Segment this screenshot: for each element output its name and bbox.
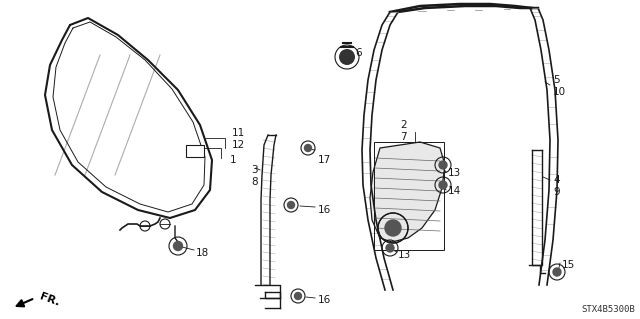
Text: 13: 13 — [398, 250, 412, 260]
Circle shape — [287, 202, 294, 209]
Text: 18: 18 — [196, 248, 209, 258]
Text: 5: 5 — [553, 75, 559, 85]
FancyBboxPatch shape — [186, 145, 204, 157]
Text: 1: 1 — [230, 155, 237, 165]
Text: 2: 2 — [400, 120, 406, 130]
Circle shape — [339, 49, 355, 65]
Text: 8: 8 — [252, 177, 258, 187]
Text: STX4B5300B: STX4B5300B — [581, 305, 635, 314]
Text: 4: 4 — [553, 175, 559, 185]
Text: 9: 9 — [553, 187, 559, 197]
Text: 15: 15 — [562, 260, 575, 270]
Text: 13: 13 — [448, 168, 461, 178]
Text: 11: 11 — [232, 128, 245, 138]
Text: 6: 6 — [355, 48, 362, 58]
Circle shape — [385, 220, 401, 236]
Circle shape — [439, 181, 447, 189]
Text: 16: 16 — [318, 295, 332, 305]
Text: 14: 14 — [448, 186, 461, 196]
Circle shape — [439, 161, 447, 169]
Text: FR.: FR. — [38, 292, 61, 308]
Circle shape — [386, 244, 394, 252]
Circle shape — [305, 145, 312, 152]
Text: 10: 10 — [553, 87, 566, 97]
Text: 3: 3 — [252, 165, 258, 175]
Circle shape — [173, 241, 182, 250]
Text: 17: 17 — [318, 155, 332, 165]
Text: 7: 7 — [400, 132, 406, 142]
Text: 16: 16 — [318, 205, 332, 215]
Polygon shape — [370, 142, 445, 242]
Circle shape — [553, 268, 561, 276]
Text: 12: 12 — [232, 140, 245, 150]
Circle shape — [294, 293, 301, 300]
